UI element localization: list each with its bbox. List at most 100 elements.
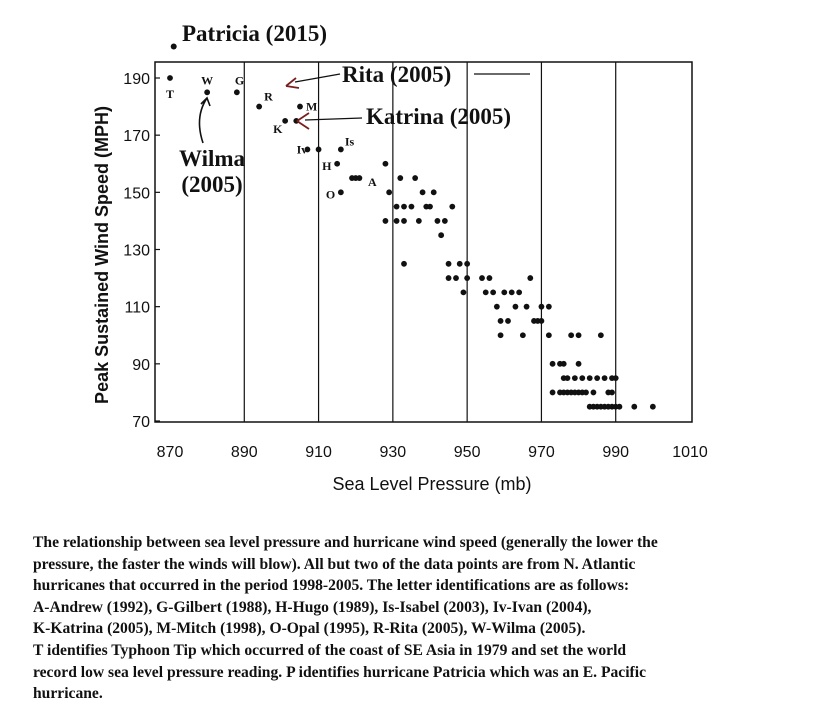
data-point bbox=[538, 318, 545, 324]
point-label: R bbox=[264, 90, 273, 104]
data-point bbox=[482, 289, 489, 296]
data-point bbox=[631, 403, 638, 410]
data-point bbox=[393, 203, 400, 210]
caption-line: K-Katrina (2005), M-Mitch (1998), O-Opal… bbox=[33, 620, 586, 638]
patricia-point bbox=[170, 43, 177, 50]
point-label: M bbox=[306, 100, 317, 114]
data-point bbox=[549, 389, 556, 396]
x-tick-label: 1010 bbox=[672, 444, 708, 461]
rita-leader-line bbox=[294, 73, 341, 83]
rita-annotation: Rita (2005) bbox=[342, 62, 451, 87]
data-point bbox=[430, 189, 437, 196]
data-point bbox=[382, 218, 389, 224]
wilma-arrow-icon bbox=[198, 96, 211, 144]
data-point bbox=[297, 103, 303, 110]
data-point bbox=[204, 89, 211, 96]
data-point bbox=[382, 160, 389, 167]
data-point bbox=[401, 218, 407, 224]
data-point bbox=[434, 218, 441, 224]
data-point bbox=[256, 103, 263, 110]
data-point bbox=[304, 146, 311, 153]
data-point bbox=[445, 260, 452, 267]
data-point bbox=[356, 175, 363, 181]
data-point bbox=[456, 260, 463, 267]
data-point bbox=[612, 375, 619, 382]
point-label: O bbox=[326, 187, 335, 201]
rita-arrow-icon bbox=[285, 77, 300, 89]
caption-line: hurricanes that occurred in the period 1… bbox=[33, 577, 630, 595]
x-tick-label: 890 bbox=[231, 444, 258, 461]
x-tick-label: 870 bbox=[157, 444, 184, 461]
katrina-annotation: Katrina (2005) bbox=[366, 104, 511, 129]
data-point bbox=[538, 303, 545, 310]
data-point bbox=[505, 318, 511, 324]
data-point bbox=[579, 375, 586, 382]
data-point bbox=[516, 289, 523, 296]
data-point bbox=[583, 389, 589, 396]
data-point bbox=[401, 203, 407, 210]
caption-line: record low sea level pressure reading. P… bbox=[33, 663, 646, 681]
data-point bbox=[616, 403, 623, 410]
data-point bbox=[393, 218, 400, 224]
point-label: W bbox=[201, 73, 213, 87]
point-label: Is bbox=[345, 134, 355, 148]
data-point bbox=[590, 389, 597, 396]
y-tick-label: 150 bbox=[123, 185, 150, 202]
point-label: G bbox=[235, 73, 244, 87]
plot-frame bbox=[154, 61, 693, 423]
data-point bbox=[464, 260, 471, 267]
patricia-annotation: Patricia (2015) bbox=[182, 21, 327, 46]
point-label: Iv bbox=[297, 142, 308, 156]
data-point bbox=[427, 203, 433, 210]
y-axis-title: Peak Sustained Wind Speed (MPH) bbox=[92, 106, 112, 404]
data-point bbox=[501, 289, 508, 296]
data-point bbox=[609, 389, 615, 396]
caption-line: hurricane. bbox=[33, 685, 103, 703]
y-tick-label: 70 bbox=[132, 414, 150, 431]
vertical-gridlines bbox=[243, 62, 617, 422]
x-tick-label: 910 bbox=[305, 444, 332, 461]
data-point bbox=[315, 146, 322, 153]
x-tick-label: 970 bbox=[528, 444, 555, 461]
data-point bbox=[568, 332, 575, 339]
point-label: A bbox=[368, 175, 377, 189]
x-axis-ticks: 870 890 910 930 950 970 990 1010 bbox=[157, 444, 708, 461]
data-point bbox=[412, 175, 419, 181]
data-point bbox=[408, 203, 415, 210]
data-point bbox=[479, 275, 485, 281]
data-point bbox=[453, 275, 459, 281]
data-point bbox=[490, 289, 497, 296]
wilma-annotation-line2: (2005) bbox=[181, 172, 242, 197]
data-point bbox=[575, 360, 582, 367]
point-label: K bbox=[273, 122, 283, 136]
x-axis-title: Sea Level Pressure (mb) bbox=[332, 474, 531, 494]
data-points: T W G R M K Iv H A Is O bbox=[166, 73, 656, 410]
data-point bbox=[449, 203, 456, 210]
data-point bbox=[523, 303, 530, 310]
data-point bbox=[460, 289, 467, 296]
data-point bbox=[549, 360, 556, 367]
data-point bbox=[497, 332, 504, 339]
data-point bbox=[464, 275, 471, 281]
data-point bbox=[419, 189, 426, 196]
data-point bbox=[545, 332, 552, 339]
caption-line: A-Andrew (1992), G-Gilbert (1988), H-Hug… bbox=[33, 598, 592, 616]
x-tick-label: 930 bbox=[380, 444, 407, 461]
data-point bbox=[233, 89, 240, 96]
x-tick-label: 950 bbox=[454, 444, 481, 461]
storm-annotations: Patricia (2015) Rita (2005) Katrina (200… bbox=[170, 21, 530, 197]
data-point bbox=[497, 318, 504, 324]
y-tick-label: 110 bbox=[124, 300, 150, 317]
wilma-annotation-line1: Wilma bbox=[179, 146, 246, 171]
y-tick-label: 90 bbox=[132, 357, 150, 374]
y-tick-label: 130 bbox=[123, 243, 150, 260]
y-axis-ticks: 70 90 110 130 150 170 190 bbox=[123, 71, 160, 431]
data-point bbox=[401, 260, 407, 267]
figure-caption: The relationship between sea level press… bbox=[33, 532, 813, 705]
data-point bbox=[397, 175, 404, 181]
y-tick-label: 190 bbox=[123, 71, 150, 88]
data-point bbox=[512, 303, 519, 310]
data-point bbox=[282, 117, 289, 124]
data-point bbox=[438, 232, 445, 239]
data-point bbox=[441, 218, 448, 224]
